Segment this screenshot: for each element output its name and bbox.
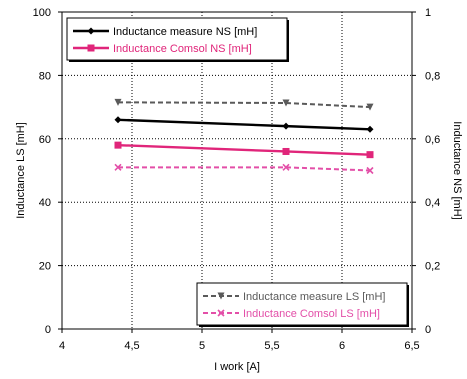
x-marker-stroke xyxy=(217,309,225,317)
data-point-triangle xyxy=(282,99,290,107)
legend-box xyxy=(196,282,408,326)
x-tick-label: 6,5 xyxy=(404,340,419,352)
x-marker-stroke xyxy=(114,163,122,171)
data-point-square xyxy=(366,151,374,159)
data-point-diamond xyxy=(366,125,374,133)
data-point-square xyxy=(114,141,122,149)
y-tick-label: 0 xyxy=(45,324,51,336)
y2-axis-label: Inductance NS [mH] xyxy=(451,121,463,219)
series-4 xyxy=(114,163,374,175)
legend-bottom-right: Inductance measure LS [mH] Inductance Com… xyxy=(196,282,409,327)
ticks: 4 4,5 5 5,5 6 6,5 0 20 40 60 80 100 0 0,2 0,4 0,6 0,8 1 xyxy=(33,7,441,352)
legend-label: Inductance Comsol NS [mH] xyxy=(113,43,252,55)
legend-top-left: Inductance measure NS [mH] Inductance Com… xyxy=(66,17,289,62)
data-point-diamond xyxy=(114,116,122,124)
y2-tick-label: 0,8 xyxy=(425,70,440,82)
data-point-x xyxy=(217,309,225,317)
series-2 xyxy=(114,141,374,159)
y-tick-label: 60 xyxy=(39,134,51,146)
y2-tick-label: 1 xyxy=(425,7,431,19)
x-tick-label: 4 xyxy=(59,340,65,352)
x-tick-label: 5 xyxy=(199,340,205,352)
data-point-x xyxy=(366,166,374,175)
legend-label: Inductance measure LS [mH] xyxy=(243,291,385,303)
data-point-triangle xyxy=(366,103,374,111)
series-1 xyxy=(114,116,374,133)
data-point-triangle xyxy=(114,98,122,106)
y-tick-label: 100 xyxy=(33,7,51,19)
x-tick-label: 4,5 xyxy=(124,340,139,352)
legend-label: Inductance Comsol LS [mH] xyxy=(243,308,380,320)
series-line xyxy=(118,166,371,172)
data-point-x xyxy=(282,163,290,171)
series-3 xyxy=(114,98,374,111)
legend-box xyxy=(66,17,288,61)
series-line xyxy=(117,143,371,156)
data-point-diamond xyxy=(282,122,290,130)
series-line xyxy=(117,118,371,131)
legends: Inductance measure NS [mH] Inductance Com… xyxy=(66,17,409,327)
y-axis-label: Inductance LS [mH] xyxy=(15,122,27,219)
data-point-triangle xyxy=(217,292,225,300)
y-tick-label: 80 xyxy=(39,70,51,82)
y-tick-label: 20 xyxy=(39,261,51,273)
y2-tick-label: 0,4 xyxy=(425,197,440,209)
legend-label: Inductance measure NS [mH] xyxy=(113,26,257,38)
series-line xyxy=(117,101,371,109)
x-marker-stroke xyxy=(282,163,290,171)
y2-tick-label: 0,2 xyxy=(425,261,440,273)
y-tick-label: 40 xyxy=(39,197,51,209)
x-tick-label: 5,5 xyxy=(264,340,279,352)
x-tick-label: 6 xyxy=(339,340,345,352)
x-marker-stroke xyxy=(366,166,374,175)
y2-tick-label: 0 xyxy=(425,324,431,336)
plot-area xyxy=(61,11,413,330)
y2-tick-label: 0,6 xyxy=(425,134,440,146)
data-point-diamond xyxy=(87,27,95,35)
data-point-square xyxy=(87,44,95,52)
series-group xyxy=(114,98,374,175)
data-point-square xyxy=(282,147,290,155)
data-point-x xyxy=(114,163,122,171)
grid-lines xyxy=(62,12,412,329)
x-axis-label: I work [A] xyxy=(214,361,260,373)
